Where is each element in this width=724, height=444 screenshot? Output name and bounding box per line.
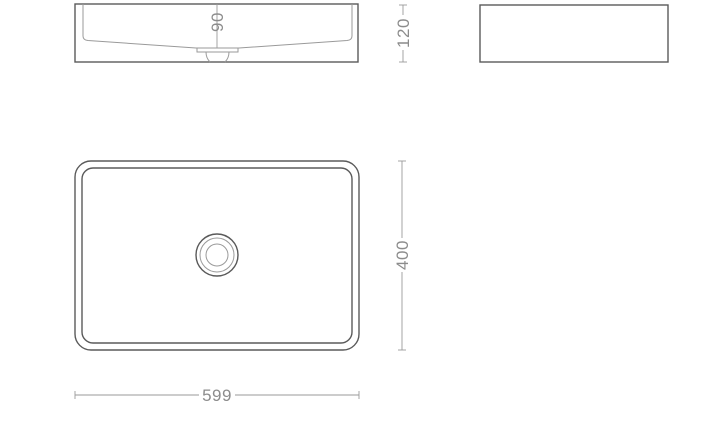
basin-inner-rim: [81, 167, 353, 344]
side-outline: [479, 4, 669, 63]
front-section-view: 90: [74, 3, 359, 63]
bowl-profile: [82, 4, 353, 49]
inner-depth-label: 90: [208, 12, 227, 32]
width-dimension: 599: [74, 386, 360, 405]
height-label: 120: [394, 18, 413, 48]
front-outline: [74, 3, 359, 63]
side-view: [479, 4, 669, 63]
height-dimension: 120: [394, 4, 413, 63]
depth-label: 400: [393, 240, 412, 270]
drain-inner-ring: [205, 243, 229, 267]
depth-dimension: 400: [393, 160, 412, 351]
basin-outer-rim: [74, 160, 360, 351]
width-label: 599: [202, 386, 232, 405]
drain-outer-ring: [195, 233, 239, 277]
top-view: [74, 160, 360, 351]
drain-middle-ring: [199, 237, 235, 273]
drain-section: [196, 47, 239, 63]
